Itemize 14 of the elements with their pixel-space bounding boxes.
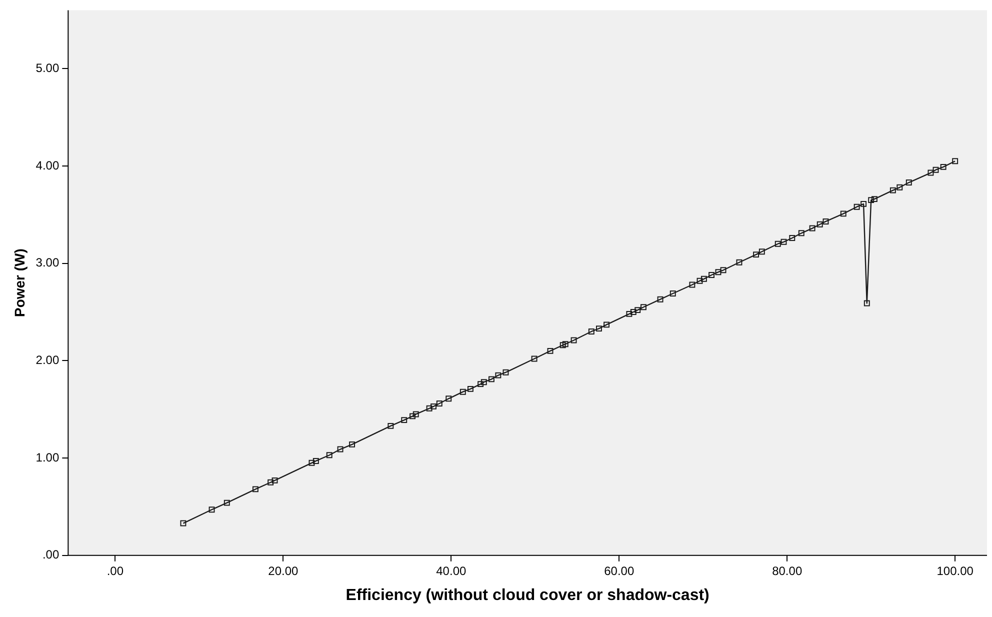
y-tick-label: 4.00 <box>36 158 60 172</box>
x-tick-label: 40.00 <box>436 564 466 578</box>
x-tick-label: 80.00 <box>772 564 802 578</box>
y-tick-label: 3.00 <box>36 256 60 270</box>
x-tick-label: 20.00 <box>268 564 299 578</box>
y-tick-label: .00 <box>42 548 60 562</box>
x-tick-label: .00 <box>106 564 124 578</box>
x-axis-title: Efficiency (without cloud cover or shadow-cast) <box>346 586 710 604</box>
y-tick-label: 1.00 <box>36 450 60 464</box>
y-axis-title: Power (W) <box>11 248 28 318</box>
y-tick-label: 5.00 <box>36 60 60 75</box>
x-tick-label: 60.00 <box>604 564 634 578</box>
y-tick-label: 2.00 <box>36 353 60 367</box>
x-tick-label: 100.00 <box>936 564 974 578</box>
